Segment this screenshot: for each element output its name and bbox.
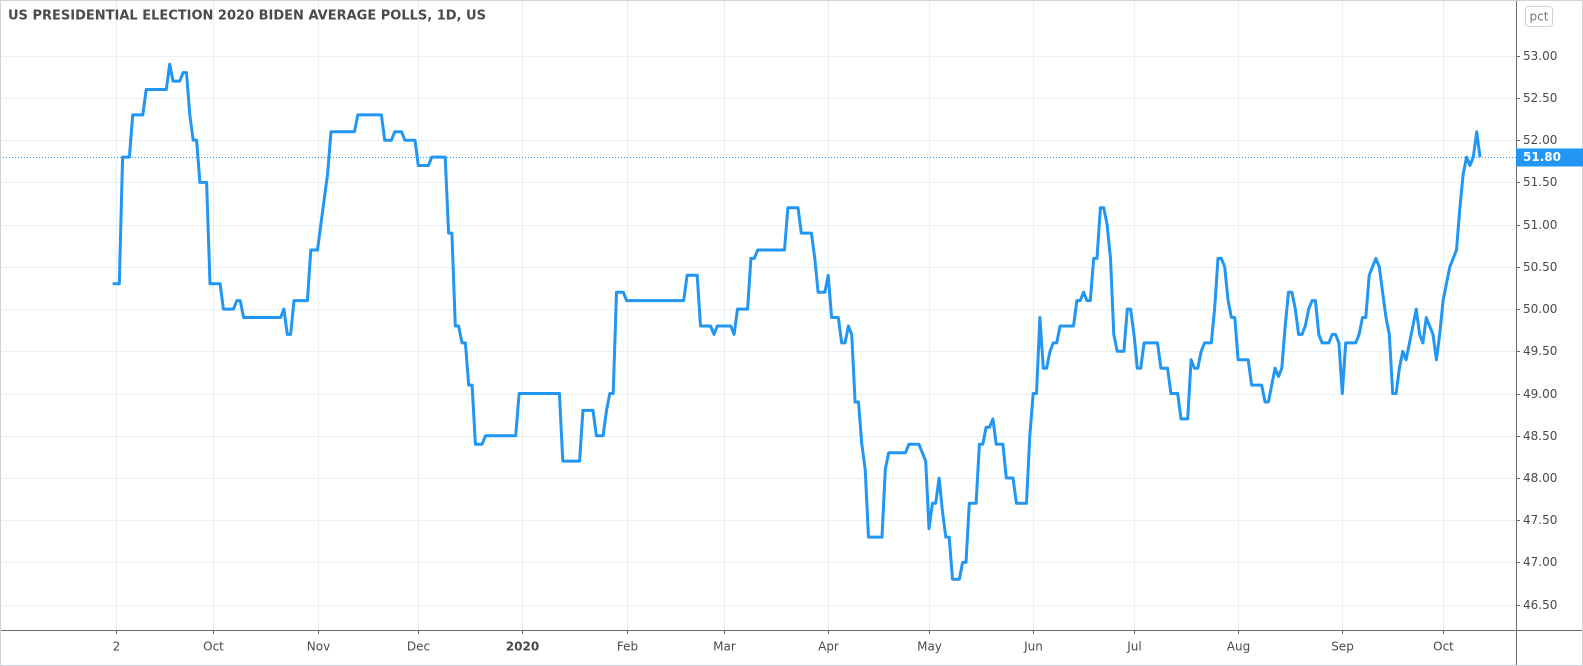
y-tick-label: 47.50 [1523, 513, 1557, 527]
x-tick-label: May [917, 640, 942, 654]
x-tick-label: Mar [713, 640, 736, 654]
pct-button-label[interactable]: pct [1530, 10, 1549, 24]
x-tick-label: Apr [818, 640, 839, 654]
y-tick-label: 50.50 [1523, 260, 1557, 274]
y-tick-label: 53.00 [1523, 49, 1557, 63]
y-tick-label: 46.50 [1523, 598, 1557, 612]
x-tick-label: Sep [1331, 640, 1354, 654]
y-tick-label: 49.50 [1523, 344, 1557, 358]
x-tick-label: 2 [113, 640, 121, 654]
last-price-badge [1516, 148, 1583, 167]
y-tick-label: 47.00 [1523, 555, 1557, 569]
pct-button[interactable] [1525, 6, 1553, 27]
y-tick-label: 48.50 [1523, 429, 1557, 443]
last-price-label: 51.80 [1523, 150, 1561, 164]
x-tick-label: Jun [1023, 640, 1043, 654]
x-tick-label: Aug [1227, 640, 1250, 654]
x-tick-label: Oct [1433, 640, 1454, 654]
x-tick-label: Oct [203, 640, 224, 654]
x-tick-label: Dec [407, 640, 430, 654]
y-tick-label: 51.00 [1523, 218, 1557, 232]
x-tick-label: Feb [617, 640, 638, 654]
x-tick-label: Nov [307, 640, 330, 654]
x-tick-label: 2020 [506, 640, 539, 654]
y-tick-label: 52.00 [1523, 133, 1557, 147]
chart-title: US PRESIDENTIAL ELECTION 2020 BIDEN AVER… [8, 9, 486, 24]
y-tick-label: 48.00 [1523, 471, 1557, 485]
y-tick-label: 49.00 [1523, 387, 1557, 401]
y-tick-label: 51.50 [1523, 175, 1557, 189]
y-tick-label: 50.00 [1523, 302, 1557, 316]
x-tick-label: Jul [1126, 640, 1141, 654]
plot-area [0, 62, 1516, 581]
series-line [112, 62, 1482, 581]
y-tick-label: 52.50 [1523, 91, 1557, 105]
